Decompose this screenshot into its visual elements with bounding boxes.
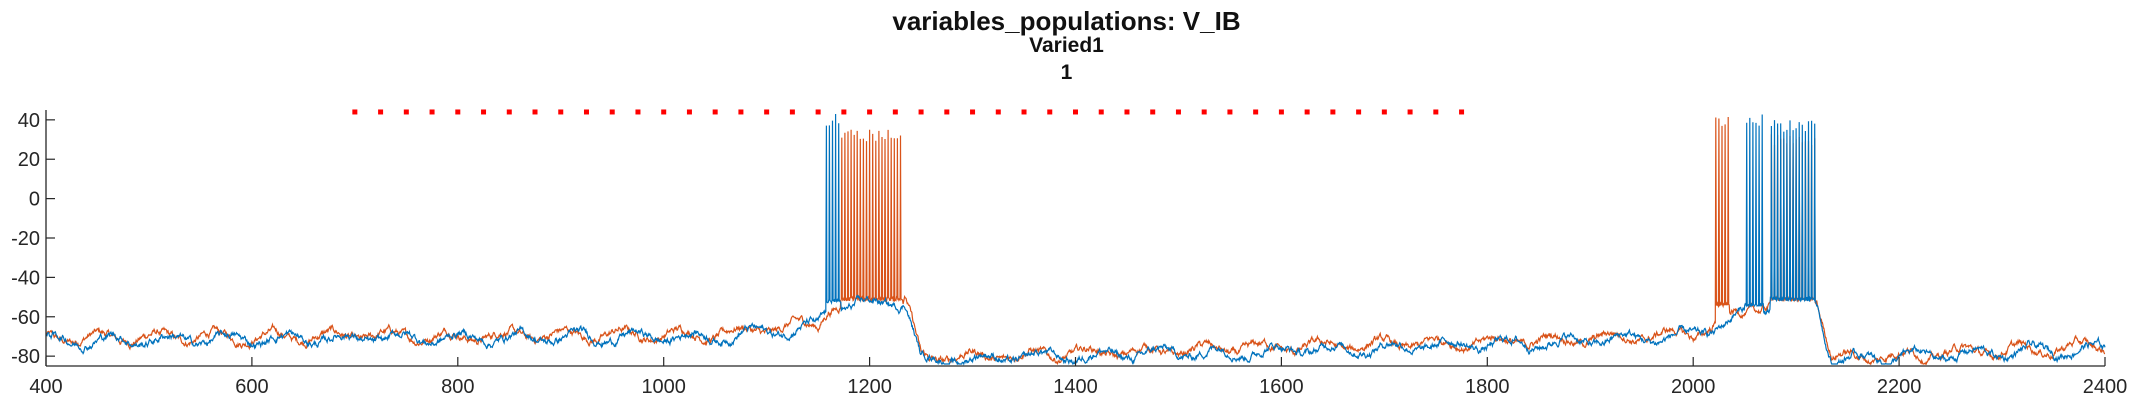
x-tick-label: 1000 bbox=[641, 376, 686, 398]
marker-dot bbox=[609, 109, 615, 115]
marker-dot bbox=[1381, 109, 1387, 115]
marker-dot bbox=[558, 109, 564, 115]
marker-dot bbox=[1201, 109, 1207, 115]
y-tick-label: -80 bbox=[11, 346, 40, 368]
marker-dot bbox=[764, 109, 770, 115]
marker-dot bbox=[1021, 109, 1027, 115]
chart-subtitle-2: 1 bbox=[1060, 61, 1073, 84]
y-tick-label: -20 bbox=[11, 228, 40, 250]
series-2-group bbox=[45, 116, 2106, 366]
marker-dot bbox=[1278, 109, 1284, 115]
x-tick-label: 1400 bbox=[1053, 376, 1098, 398]
y-tick-label: 20 bbox=[18, 149, 40, 171]
marker-dot bbox=[918, 109, 924, 115]
y-tick-label: -60 bbox=[11, 307, 40, 329]
marker-dot bbox=[635, 109, 641, 115]
marker-dots-group bbox=[352, 109, 1465, 115]
marker-dot bbox=[1073, 109, 1078, 115]
x-tick-label: 400 bbox=[29, 376, 62, 398]
marker-dot bbox=[455, 109, 461, 115]
series-1-group bbox=[45, 113, 2106, 366]
marker-dot bbox=[1304, 109, 1310, 115]
marker-dot bbox=[1407, 109, 1413, 115]
marker-dot bbox=[1150, 109, 1156, 115]
x-tick-label: 2400 bbox=[2083, 376, 2128, 398]
x-tick-label: 1600 bbox=[1259, 376, 1304, 398]
x-tick-label: 1200 bbox=[847, 376, 892, 398]
marker-dot bbox=[481, 109, 487, 115]
marker-dot bbox=[1175, 109, 1181, 115]
marker-dot bbox=[789, 109, 795, 115]
chart-subtitle: Varied1 bbox=[1029, 34, 1104, 57]
marker-dot bbox=[686, 109, 692, 115]
axes-group: 400 600 800 1000 1200 1400 1600 1800 2000 2200 240… bbox=[11, 110, 2127, 398]
marker-dot bbox=[429, 109, 435, 115]
marker-dot bbox=[506, 109, 512, 115]
marker-dot bbox=[995, 109, 1001, 115]
marker-dot bbox=[1253, 109, 1259, 115]
marker-dot bbox=[583, 109, 589, 115]
marker-dot bbox=[712, 109, 718, 115]
y-tick-label: 0 bbox=[29, 189, 40, 211]
series-1-line bbox=[45, 113, 2106, 366]
marker-dot bbox=[970, 109, 976, 115]
marker-dot bbox=[1330, 109, 1336, 115]
marker-dot bbox=[841, 109, 847, 115]
x-tick-label: 1800 bbox=[1465, 376, 1510, 398]
marker-dot bbox=[1124, 109, 1130, 115]
marker-dot bbox=[1356, 109, 1362, 115]
marker-dot bbox=[1098, 109, 1104, 115]
series-2-line bbox=[45, 116, 2106, 366]
y-tick-label: 40 bbox=[18, 110, 40, 132]
marker-dot bbox=[1227, 109, 1233, 115]
marker-dot bbox=[1459, 109, 1465, 115]
marker-dot bbox=[815, 109, 821, 115]
marker-dot bbox=[738, 109, 744, 115]
marker-dot bbox=[403, 109, 409, 115]
marker-dot bbox=[944, 109, 950, 115]
x-tick-label: 800 bbox=[441, 376, 474, 398]
y-tick-label: -40 bbox=[11, 267, 40, 289]
marker-dot bbox=[1047, 109, 1053, 115]
x-tick-label: 600 bbox=[235, 376, 268, 398]
marker-dot bbox=[532, 109, 538, 115]
x-tick-label: 2200 bbox=[1877, 376, 1922, 398]
x-tick-label: 2000 bbox=[1671, 376, 1716, 398]
marker-dot bbox=[352, 109, 358, 115]
marker-dot bbox=[1433, 109, 1439, 115]
marker-dot bbox=[892, 109, 898, 115]
marker-dot bbox=[378, 109, 384, 115]
chart-title: variables_populations: V_IB bbox=[892, 6, 1241, 36]
marker-dot bbox=[867, 109, 873, 115]
marker-dot bbox=[661, 109, 667, 115]
